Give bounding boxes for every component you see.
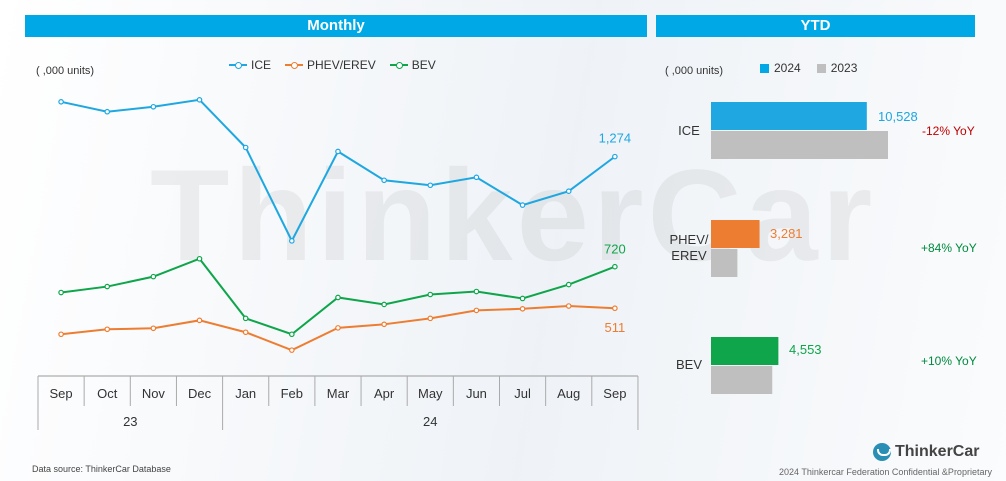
- ytd-unit-label: ( ,000 units): [665, 65, 724, 77]
- monthly-legend: ICE PHEV/EREV BEV: [229, 58, 436, 72]
- phev-point: [519, 306, 526, 312]
- bev-point: [289, 331, 295, 338]
- bev-point: [381, 301, 387, 308]
- bev-point: [519, 295, 526, 302]
- year-tick-label: 23: [123, 414, 137, 429]
- month-tick-label: Oct: [97, 386, 118, 401]
- ice-end-label: 1,274: [599, 131, 632, 146]
- bev-point: [335, 294, 341, 301]
- ice-point: [289, 238, 295, 244]
- phev-point: [473, 307, 480, 314]
- phev-point: [104, 326, 111, 333]
- watermark: ThinkerCar: [150, 142, 877, 288]
- bev-point: [150, 273, 157, 280]
- ytd-phev-value: 3,281: [770, 226, 803, 241]
- ice-point: [104, 108, 111, 115]
- phev-2023-bar: [711, 249, 738, 277]
- monthly-unit-label: ( ,000 units): [36, 65, 95, 77]
- bev-point: [565, 281, 572, 288]
- month-tick-label: Jan: [235, 386, 256, 401]
- phev-legend-label: PHEV/EREV: [307, 58, 376, 72]
- legend-2024-label: 2024: [774, 61, 801, 75]
- bev-point: [58, 289, 64, 296]
- bev-legend-swatch: [389, 62, 408, 69]
- ytd-category-bev: BEV: [675, 357, 702, 372]
- phev-point: [565, 303, 572, 309]
- month-tick-label: Sep: [50, 386, 73, 401]
- phev-point: [381, 321, 387, 328]
- ytd-bev-value: 4,553: [789, 342, 822, 357]
- phev-point: [289, 347, 295, 353]
- phev-point: [427, 315, 434, 322]
- bev-end-label: 720: [604, 242, 626, 257]
- data-source: Data source: ThinkerCar Database: [32, 464, 171, 474]
- monthly-line-chart: 1,274 511 720 Sep Oct Nov Dec Jan Feb Mar Apr May Ju…: [37, 97, 639, 430]
- ytd-header: YTD: [656, 15, 975, 37]
- ice-point: [242, 144, 249, 151]
- phev-end-label: 511: [605, 320, 626, 335]
- month-tick-label: Jul: [514, 386, 531, 401]
- month-tick-label: Dec: [188, 386, 212, 401]
- logo-text: ThinkerCar: [895, 443, 980, 460]
- bev-point: [242, 315, 249, 322]
- ytd-category-ice: ICE: [678, 123, 700, 138]
- ytd-phev-yoy: +84% YoY: [921, 241, 977, 255]
- ice-point: [565, 188, 572, 195]
- ytd-legend: 2024 2023: [760, 61, 857, 75]
- phev-point: [150, 325, 157, 332]
- ice-2024-bar: [711, 102, 867, 130]
- ytd-bev-yoy: +10% YoY: [921, 354, 977, 368]
- ytd-ice-value: 10,528: [878, 109, 918, 124]
- legend-2024-swatch: [760, 63, 769, 73]
- phev-point: [58, 331, 64, 338]
- ice-point: [612, 153, 618, 160]
- phev-2024-bar: [711, 220, 760, 248]
- phev-point: [612, 305, 618, 312]
- month-tick-label: May: [418, 386, 443, 401]
- logo-icon: [873, 443, 891, 461]
- month-tick-label: Nov: [142, 386, 166, 401]
- bev-point: [196, 255, 203, 262]
- phev-point: [196, 317, 203, 324]
- ice-point: [473, 174, 480, 181]
- month-tick-label: Mar: [327, 386, 350, 401]
- ice-legend-label: ICE: [251, 58, 272, 72]
- ice-point: [58, 99, 64, 105]
- phev-point: [242, 329, 249, 336]
- ice-point: [519, 202, 526, 208]
- month-tick-label: Feb: [281, 386, 303, 401]
- legend-2023-swatch: [816, 63, 826, 73]
- ice-point: [335, 148, 341, 155]
- bev-2023-bar: [711, 366, 773, 394]
- month-tick-label: Apr: [374, 386, 395, 401]
- ytd-category-phev: PHEV/ EREV: [669, 232, 709, 263]
- legend-2023-label: 2023: [830, 61, 858, 75]
- bev-2024-bar: [711, 337, 779, 365]
- logo: ThinkerCar: [873, 443, 979, 461]
- ice-2023-bar: [711, 131, 888, 159]
- year-tick-label: 24: [423, 414, 437, 429]
- ice-legend-swatch: [229, 62, 247, 69]
- ice-point: [150, 103, 157, 110]
- month-tick-label: Sep: [603, 386, 626, 401]
- ytd-ice-yoy: -12% YoY: [922, 124, 975, 138]
- month-tick-label: Aug: [557, 386, 580, 401]
- bev-point: [427, 291, 434, 298]
- bev-point: [473, 288, 480, 295]
- bev-point: [612, 263, 618, 270]
- ice-point: [196, 97, 203, 103]
- ice-point: [427, 182, 434, 189]
- copyright: 2024 Thinkercar Federation Confidential …: [779, 467, 992, 477]
- bev-point: [104, 283, 111, 290]
- ice-point: [381, 177, 387, 184]
- month-tick-label: Jun: [466, 386, 487, 401]
- bev-legend-label: BEV: [411, 58, 436, 72]
- phev-legend-swatch: [285, 62, 304, 69]
- monthly-header: Monthly: [25, 15, 647, 37]
- phev-point: [335, 325, 341, 331]
